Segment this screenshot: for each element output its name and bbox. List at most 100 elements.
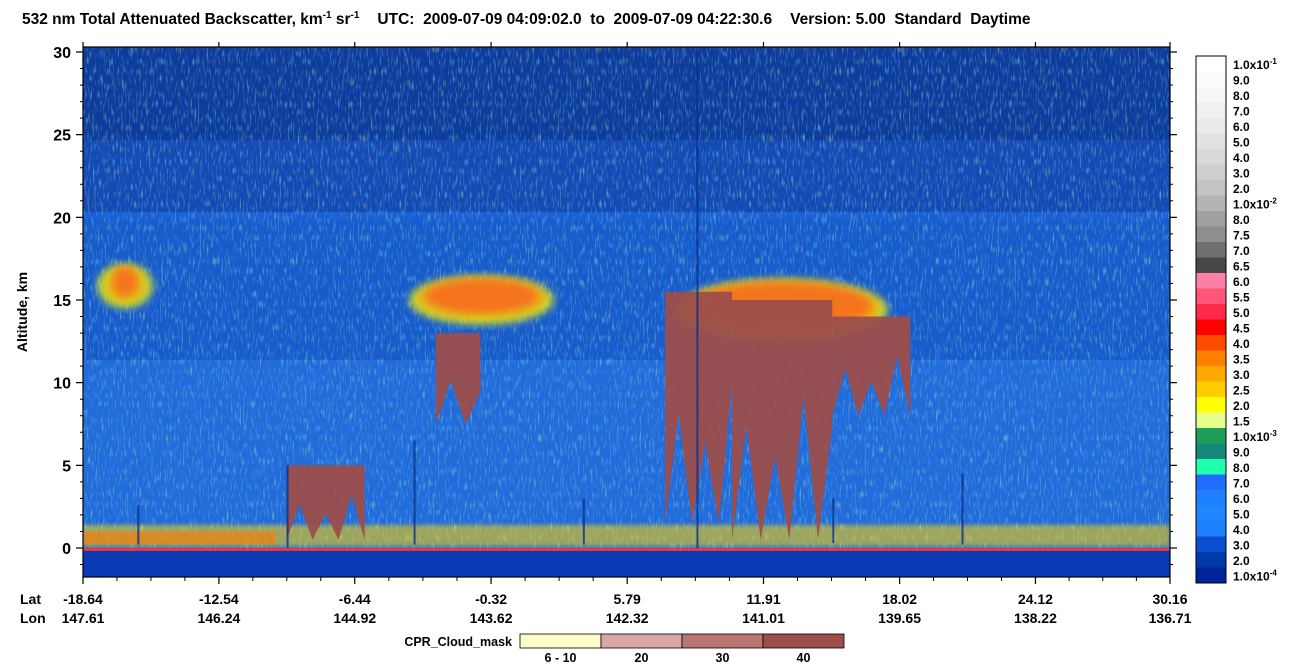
colorbar-swatch: [1196, 304, 1226, 320]
colorbar-label: 1.0x10-4: [1233, 568, 1277, 583]
colorbar-swatch: [1196, 381, 1226, 398]
colorbar-swatch: [1196, 273, 1226, 289]
y-axis-label: Altitude, km: [14, 272, 30, 352]
colorbar-label: 7.0: [1233, 104, 1250, 118]
colorbar-label: 4.0: [1233, 523, 1250, 537]
lon-tick-label: 136.71: [1149, 610, 1192, 626]
y-tick-label-30: 30: [53, 45, 71, 62]
colorbar-swatch: [1196, 149, 1226, 165]
colorbar-label: 5.0: [1233, 306, 1250, 320]
colorbar-label: 9.0: [1233, 445, 1250, 459]
boundary-layer-dense: [83, 531, 276, 545]
lat-tick-label: -0.32: [475, 591, 507, 607]
title-unit-exp-1: -1: [322, 10, 332, 21]
signal-dropout-stripe: [832, 498, 835, 544]
colorbar-label: 1.0x10-1: [1233, 57, 1277, 72]
colorbar-swatch: [1196, 397, 1226, 413]
colorbar-label: 1.5: [1233, 414, 1250, 428]
colorbar-swatch: [1196, 459, 1226, 475]
lat-row-label: Lat: [20, 591, 41, 607]
cloud-mask-swatch: [519, 633, 602, 649]
atmospheric-features: [83, 52, 1170, 573]
colorbar-swatch: [1196, 443, 1226, 460]
lon-tick-label: 144.92: [333, 610, 376, 626]
lon-tick-label: 142.32: [606, 610, 649, 626]
colorbar-swatch: [1196, 102, 1226, 119]
y-tick-label-25: 25: [53, 128, 71, 145]
lon-tick-label: 138.22: [1014, 610, 1057, 626]
title-unit-sr: sr: [331, 11, 351, 29]
colorbar-label: 7.5: [1233, 228, 1250, 242]
colorbar-swatch: [1196, 288, 1226, 305]
title-daytime: Daytime: [970, 11, 1031, 29]
radar-cloud-column: [286, 465, 365, 540]
colorbar-swatch: [1196, 118, 1226, 134]
radar-cloud-column: [435, 333, 481, 424]
title-main-text: 532 nm Total Attenuated Backscatter, km: [22, 11, 323, 29]
y-axis: 30 25 20 15 10 5 0: [53, 45, 1177, 566]
lat-tick-label: 5.79: [614, 591, 641, 607]
colorbar-label: 6.0: [1233, 492, 1250, 506]
title-unit-exp-2: -1: [350, 10, 360, 21]
colorbar-label: 7.0: [1233, 476, 1250, 490]
colorbar-label: 3.5: [1233, 352, 1250, 366]
plot-area: [83, 47, 1170, 577]
signal-dropout-stripe: [413, 440, 416, 545]
colorbar-swatch: [1196, 71, 1226, 88]
colorbar-label: 4.5: [1233, 321, 1250, 335]
signal-dropout-stripe: [286, 465, 289, 548]
subsurface: [83, 551, 1170, 577]
x-axis: -18.64 147.61 -12.54 146.24 -6.44 144.92 -0.32…: [62, 42, 1192, 626]
colorbar-label: 6.0: [1233, 120, 1250, 134]
title-end-time: 2009-07-09 04:22:30.6: [613, 11, 773, 29]
colorbar-label: 8.0: [1233, 89, 1250, 103]
colorbar-swatch: [1196, 319, 1226, 336]
colorbar-swatch: [1196, 226, 1226, 243]
colorbar-label: 8.0: [1233, 461, 1250, 475]
colorbar-label: 3.0: [1233, 368, 1250, 382]
cloud-mask-swatch: [600, 633, 683, 649]
surface-line: [83, 548, 1170, 551]
colorbar-swatch: [1196, 180, 1226, 196]
cloud-mask-category: 40: [797, 651, 811, 665]
noise-layer-blue: [83, 47, 1170, 552]
colorbar-swatch: [1196, 350, 1226, 367]
colorbar-swatch: [1196, 474, 1226, 491]
y-tick-label-15: 15: [53, 293, 71, 310]
signal-dropout-stripe: [961, 473, 964, 545]
title-to: to: [590, 11, 605, 29]
radar-cloud-column: [832, 316, 911, 416]
colorbar-label: 4.0: [1233, 151, 1250, 165]
title-start-time: 2009-07-09 04:09:02.0: [423, 11, 582, 29]
y-tick-label-20: 20: [53, 210, 71, 227]
colorbar-label: 7.0: [1233, 244, 1250, 258]
colorbar-swatch: [1196, 552, 1226, 568]
lon-tick-label: 147.61: [62, 610, 105, 626]
radar-cloud-column: [665, 291, 733, 524]
colorbar-swatch: [1196, 56, 1226, 72]
colorbar-swatch: [1196, 567, 1226, 584]
colorbar-label: 2.0: [1233, 554, 1250, 568]
cloud-mask-category: 20: [635, 651, 649, 665]
colorbar-label: 3.0: [1233, 538, 1250, 552]
lat-tick-label: -6.44: [339, 591, 371, 607]
colorbar-swatch: [1196, 505, 1226, 522]
colorbar-label: 1.0x10-3: [1233, 429, 1277, 444]
backscatter-colorbar: 1.0x10-19.08.07.06.05.04.03.02.01.0x10-2…: [1195, 55, 1277, 584]
lon-tick-label: 146.24: [197, 610, 240, 626]
lat-tick-label: -18.64: [63, 591, 103, 607]
chart-title: 532 nm Total Attenuated Backscatter, km-…: [22, 10, 1292, 36]
colorbar-swatch: [1196, 211, 1226, 227]
cloud-mask-category: 6 - 10: [545, 651, 577, 665]
colorbar-swatch: [1196, 87, 1226, 103]
lon-tick-label: 143.62: [470, 610, 513, 626]
colorbar-label: 5.0: [1233, 135, 1250, 149]
signal-dropout-stripe: [582, 498, 585, 545]
plot-frame: [82, 46, 1171, 578]
colorbar-label: 9.0: [1233, 73, 1250, 87]
title-version: Version: 5.00: [790, 11, 886, 29]
signal-dropout-stripe: [137, 505, 140, 545]
lon-tick-label: 139.65: [878, 610, 921, 626]
colorbar-label: 1.0x10-2: [1233, 196, 1277, 211]
